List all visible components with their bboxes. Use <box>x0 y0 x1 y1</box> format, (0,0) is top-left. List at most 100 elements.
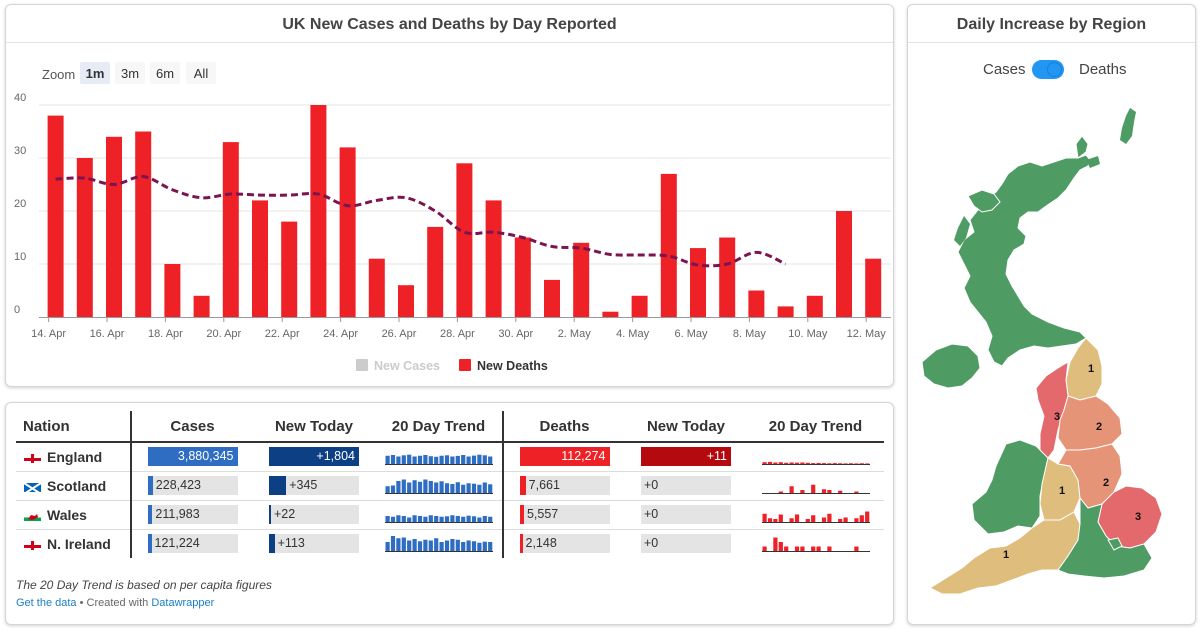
region-shetland[interactable] <box>1120 108 1136 144</box>
legend-item-new-deaths[interactable]: New Deaths <box>459 359 548 373</box>
region-hebrides[interactable] <box>954 216 970 246</box>
chart-bars <box>47 105 882 318</box>
region-northern-ireland[interactable] <box>921 343 981 389</box>
bar-new-deaths[interactable] <box>777 306 794 317</box>
trend-bar <box>816 546 821 551</box>
trend-bar <box>412 456 417 464</box>
legend-swatch[interactable] <box>356 359 368 371</box>
bar-new-deaths[interactable] <box>748 290 765 318</box>
zoom-button-All[interactable]: All <box>186 62 216 84</box>
bar-new-deaths[interactable] <box>368 258 385 317</box>
bar-new-deaths[interactable] <box>514 237 531 318</box>
zoom-button-label[interactable]: 6m <box>156 66 174 81</box>
bar-new-deaths[interactable] <box>222 142 239 317</box>
toggle-knob[interactable] <box>1047 62 1062 77</box>
trend-bar <box>853 491 858 493</box>
toggle-switch[interactable] <box>1032 60 1064 79</box>
trend-bar <box>826 546 831 551</box>
zoom-button-label[interactable]: All <box>194 66 209 81</box>
bar-new-deaths[interactable] <box>806 295 823 317</box>
region-orkney[interactable] <box>1086 156 1100 168</box>
trend-bar <box>789 517 794 522</box>
zoom-button-1m[interactable]: 1m <box>80 62 110 84</box>
toggle-cases-label[interactable]: Cases <box>983 61 1026 78</box>
bar-new-deaths[interactable] <box>631 295 648 317</box>
cases-cell: 211,983 <box>131 500 253 530</box>
bar-new-deaths[interactable] <box>660 173 677 317</box>
nation-cell: N. Ireland <box>16 529 132 558</box>
zoom-button-3m[interactable]: 3m <box>115 62 145 84</box>
bar-track: +22 <box>269 505 359 524</box>
trend-bar <box>859 514 864 522</box>
region-scotland[interactable] <box>957 154 1091 367</box>
label-yorkshire: 2 <box>1096 421 1102 433</box>
region-south-east[interactable] <box>1057 496 1153 579</box>
legend-label[interactable]: New Cases <box>374 359 440 373</box>
bar-new-deaths[interactable] <box>865 258 882 317</box>
bar-new-deaths[interactable] <box>193 295 210 317</box>
region-yorkshire[interactable] <box>1057 395 1123 451</box>
trend-bar <box>444 455 449 464</box>
bar-new-deaths[interactable] <box>456 163 473 317</box>
toggle-deaths-label[interactable]: Deaths <box>1079 61 1127 78</box>
bar-new-deaths[interactable] <box>602 311 619 317</box>
zoom-button-bg[interactable] <box>115 62 145 84</box>
trend-bar <box>395 514 400 522</box>
zoom-button-bg[interactable] <box>186 62 216 84</box>
bar-new-deaths[interactable] <box>836 211 852 317</box>
zoom-button-bg[interactable] <box>150 62 180 84</box>
bar-new-deaths[interactable] <box>76 158 93 317</box>
zoom-button-bg[interactable] <box>80 62 110 84</box>
bar-new-deaths[interactable] <box>573 242 590 317</box>
region-scotland-west[interactable] <box>967 189 1001 213</box>
bar-new-deaths[interactable] <box>690 248 706 317</box>
trend-bar <box>460 516 465 522</box>
bar-track: 228,423 <box>147 476 238 495</box>
region-north-east[interactable] <box>1065 337 1103 401</box>
bar-new-deaths[interactable] <box>427 226 444 317</box>
bar-new-deaths[interactable] <box>544 279 560 317</box>
value-label: +113 <box>277 536 305 551</box>
bar-new-deaths[interactable] <box>106 136 122 317</box>
legend-swatch[interactable] <box>459 359 471 371</box>
bar-track: +0 <box>641 476 731 495</box>
trend-bar <box>466 482 471 493</box>
bar-new-deaths[interactable] <box>135 131 152 318</box>
bar-new-deaths[interactable] <box>164 264 181 317</box>
bar-new-deaths[interactable] <box>47 115 64 317</box>
bar-new-deaths[interactable] <box>252 200 268 317</box>
region-wales[interactable] <box>971 439 1049 535</box>
bar-new-deaths[interactable] <box>310 105 327 317</box>
trend-bar <box>417 455 422 464</box>
bar-new-deaths[interactable] <box>339 147 356 317</box>
value-label: +11 <box>706 449 727 464</box>
trend-bar <box>810 462 815 464</box>
bar-track: 3,880,345 <box>147 447 238 467</box>
region-london[interactable] <box>1107 537 1123 551</box>
label-north-east: 1 <box>1088 363 1094 375</box>
bar-track: +0 <box>641 534 731 554</box>
trend-bar <box>837 463 842 464</box>
trend-bar <box>471 541 476 551</box>
get-the-data-link[interactable]: Get the data <box>16 597 77 609</box>
header-cases: Cases <box>131 411 253 443</box>
legend-item-new-cases[interactable]: New Cases <box>356 359 440 373</box>
value-label: 2,148 <box>525 536 557 551</box>
trend-bar <box>471 455 476 464</box>
trend-sparkline <box>384 479 493 494</box>
zoom-button-label[interactable]: 1m <box>86 66 105 81</box>
table-row: Wales 211,983 +22 5,557 +0 <box>16 500 884 530</box>
bar-new-deaths[interactable] <box>281 221 298 317</box>
zoom-button-label[interactable]: 3m <box>121 66 139 81</box>
average-line <box>55 175 787 268</box>
zoom-button-6m[interactable]: 6m <box>150 62 180 84</box>
bar-new-deaths[interactable] <box>719 237 736 318</box>
datawrapper-link[interactable]: Datawrapper <box>151 597 215 609</box>
bar-new-deaths[interactable] <box>398 285 414 317</box>
trend-bar <box>433 482 438 493</box>
region-scotland-north[interactable] <box>1075 135 1089 159</box>
death-trend-cell <box>747 471 884 501</box>
bar-new-deaths[interactable] <box>485 200 502 317</box>
trend-bar <box>843 463 848 464</box>
legend-label[interactable]: New Deaths <box>477 359 548 373</box>
